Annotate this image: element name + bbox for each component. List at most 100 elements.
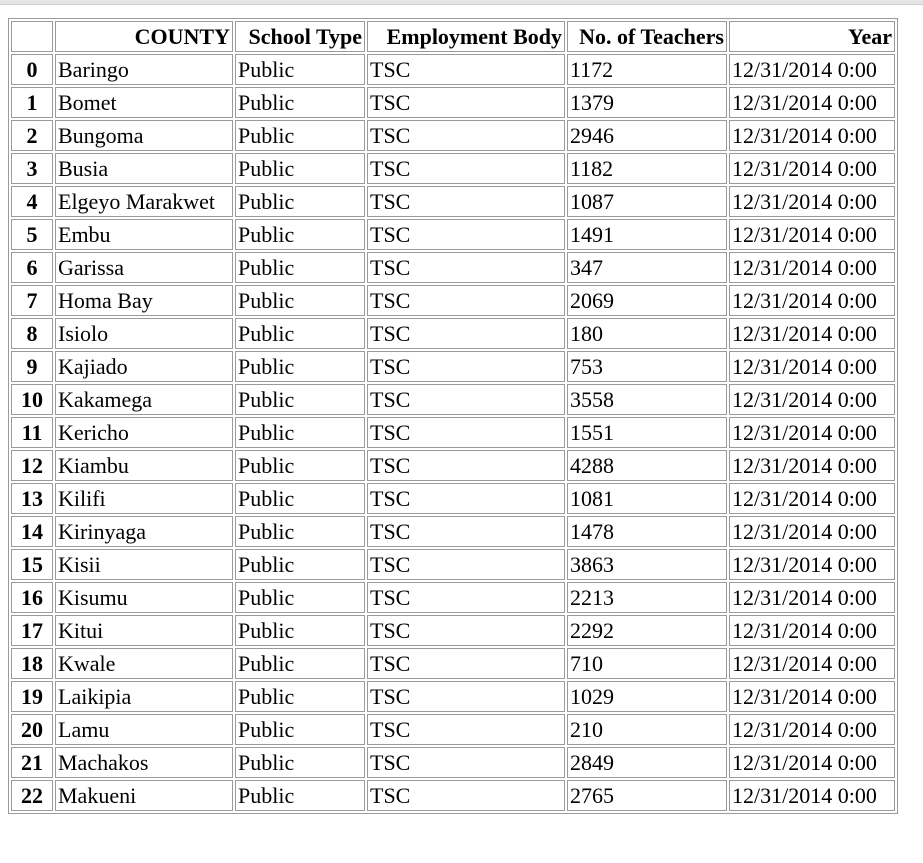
table-row: 9 Kajiado Public TSC 753 12/31/2014 0:00 xyxy=(11,351,895,382)
cell-employment-body: TSC xyxy=(367,417,565,448)
cell-teachers: 2765 xyxy=(567,780,727,811)
cell-school-type: Public xyxy=(235,417,365,448)
cell-school-type: Public xyxy=(235,681,365,712)
cell-year: 12/31/2014 0:00 xyxy=(729,252,895,283)
table-row: 21 Machakos Public TSC 2849 12/31/2014 0:00 xyxy=(11,747,895,778)
cell-county: Kilifi xyxy=(55,483,233,514)
row-index: 22 xyxy=(11,780,53,811)
cell-employment-body: TSC xyxy=(367,252,565,283)
row-index: 12 xyxy=(11,450,53,481)
cell-school-type: Public xyxy=(235,120,365,151)
cell-employment-body: TSC xyxy=(367,582,565,613)
cell-year: 12/31/2014 0:00 xyxy=(729,285,895,316)
cell-county: Kwale xyxy=(55,648,233,679)
cell-employment-body: TSC xyxy=(367,714,565,745)
teachers-table: COUNTY School Type Employment Body No. o… xyxy=(8,18,898,814)
cell-school-type: Public xyxy=(235,450,365,481)
table-row: 5 Embu Public TSC 1491 12/31/2014 0:00 xyxy=(11,219,895,250)
cell-school-type: Public xyxy=(235,87,365,118)
cell-year: 12/31/2014 0:00 xyxy=(729,351,895,382)
row-index: 19 xyxy=(11,681,53,712)
cell-school-type: Public xyxy=(235,648,365,679)
cell-year: 12/31/2014 0:00 xyxy=(729,714,895,745)
cell-year: 12/31/2014 0:00 xyxy=(729,120,895,151)
cell-year: 12/31/2014 0:00 xyxy=(729,153,895,184)
row-index: 6 xyxy=(11,252,53,283)
table-row: 19 Laikipia Public TSC 1029 12/31/2014 0:00 xyxy=(11,681,895,712)
cell-teachers: 2292 xyxy=(567,615,727,646)
cell-year: 12/31/2014 0:00 xyxy=(729,648,895,679)
row-index: 14 xyxy=(11,516,53,547)
table-row: 22 Makueni Public TSC 2765 12/31/2014 0:00 xyxy=(11,780,895,811)
header-county: COUNTY xyxy=(55,21,233,52)
cell-year: 12/31/2014 0:00 xyxy=(729,516,895,547)
cell-year: 12/31/2014 0:00 xyxy=(729,87,895,118)
cell-school-type: Public xyxy=(235,516,365,547)
cell-school-type: Public xyxy=(235,582,365,613)
cell-teachers: 3558 xyxy=(567,384,727,415)
cell-teachers: 1491 xyxy=(567,219,727,250)
cell-employment-body: TSC xyxy=(367,186,565,217)
cell-county: Kisumu xyxy=(55,582,233,613)
cell-employment-body: TSC xyxy=(367,483,565,514)
cell-year: 12/31/2014 0:00 xyxy=(729,186,895,217)
cell-county: Kericho xyxy=(55,417,233,448)
cell-teachers: 2213 xyxy=(567,582,727,613)
cell-county: Kajiado xyxy=(55,351,233,382)
top-divider xyxy=(0,0,923,5)
cell-employment-body: TSC xyxy=(367,120,565,151)
row-index: 1 xyxy=(11,87,53,118)
cell-county: Baringo xyxy=(55,54,233,85)
cell-teachers: 1551 xyxy=(567,417,727,448)
cell-school-type: Public xyxy=(235,549,365,580)
cell-school-type: Public xyxy=(235,54,365,85)
cell-teachers: 1182 xyxy=(567,153,727,184)
row-index: 15 xyxy=(11,549,53,580)
cell-teachers: 210 xyxy=(567,714,727,745)
table-row: 16 Kisumu Public TSC 2213 12/31/2014 0:00 xyxy=(11,582,895,613)
header-employment-body: Employment Body xyxy=(367,21,565,52)
table-row: 10 Kakamega Public TSC 3558 12/31/2014 0:00 xyxy=(11,384,895,415)
table-row: 6 Garissa Public TSC 347 12/31/2014 0:00 xyxy=(11,252,895,283)
cell-employment-body: TSC xyxy=(367,351,565,382)
cell-teachers: 1172 xyxy=(567,54,727,85)
cell-employment-body: TSC xyxy=(367,516,565,547)
cell-year: 12/31/2014 0:00 xyxy=(729,549,895,580)
table-row: 3 Busia Public TSC 1182 12/31/2014 0:00 xyxy=(11,153,895,184)
row-index: 16 xyxy=(11,582,53,613)
row-index: 4 xyxy=(11,186,53,217)
cell-teachers: 1478 xyxy=(567,516,727,547)
cell-school-type: Public xyxy=(235,615,365,646)
cell-county: Kirinyaga xyxy=(55,516,233,547)
cell-school-type: Public xyxy=(235,252,365,283)
header-year: Year xyxy=(729,21,895,52)
cell-school-type: Public xyxy=(235,186,365,217)
table-row: 2 Bungoma Public TSC 2946 12/31/2014 0:00 xyxy=(11,120,895,151)
table-row: 1 Bomet Public TSC 1379 12/31/2014 0:00 xyxy=(11,87,895,118)
cell-county: Busia xyxy=(55,153,233,184)
cell-employment-body: TSC xyxy=(367,384,565,415)
cell-teachers: 753 xyxy=(567,351,727,382)
cell-school-type: Public xyxy=(235,714,365,745)
cell-employment-body: TSC xyxy=(367,450,565,481)
table-header: COUNTY School Type Employment Body No. o… xyxy=(11,21,895,52)
cell-year: 12/31/2014 0:00 xyxy=(729,318,895,349)
table-row: 20 Lamu Public TSC 210 12/31/2014 0:00 xyxy=(11,714,895,745)
cell-county: Kitui xyxy=(55,615,233,646)
cell-year: 12/31/2014 0:00 xyxy=(729,615,895,646)
cell-county: Isiolo xyxy=(55,318,233,349)
cell-year: 12/31/2014 0:00 xyxy=(729,417,895,448)
cell-employment-body: TSC xyxy=(367,681,565,712)
table-row: 0 Baringo Public TSC 1172 12/31/2014 0:00 xyxy=(11,54,895,85)
row-index: 10 xyxy=(11,384,53,415)
cell-teachers: 1087 xyxy=(567,186,727,217)
cell-employment-body: TSC xyxy=(367,153,565,184)
cell-teachers: 2946 xyxy=(567,120,727,151)
row-index: 8 xyxy=(11,318,53,349)
table-row: 18 Kwale Public TSC 710 12/31/2014 0:00 xyxy=(11,648,895,679)
cell-school-type: Public xyxy=(235,747,365,778)
row-index: 9 xyxy=(11,351,53,382)
cell-year: 12/31/2014 0:00 xyxy=(729,219,895,250)
cell-teachers: 2849 xyxy=(567,747,727,778)
cell-employment-body: TSC xyxy=(367,648,565,679)
